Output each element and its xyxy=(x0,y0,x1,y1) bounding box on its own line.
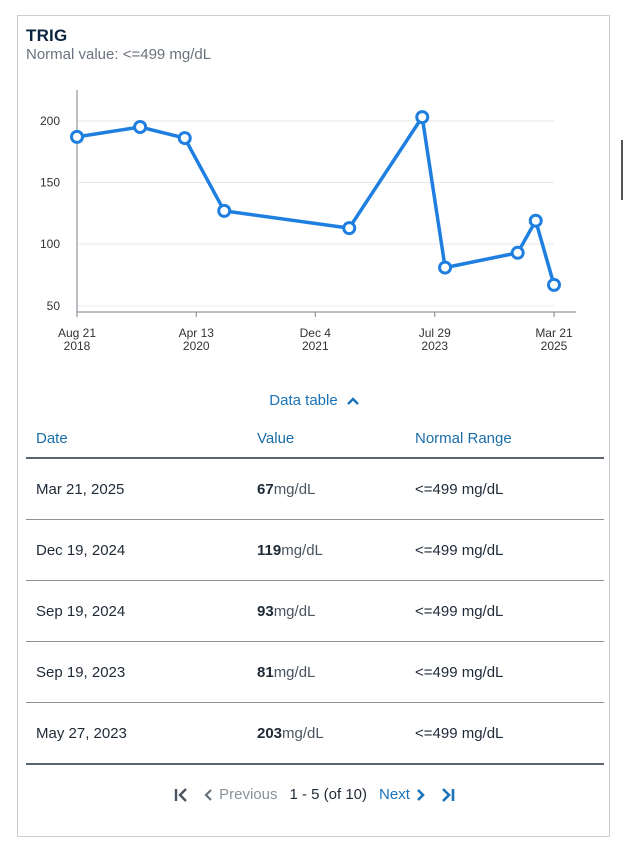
data-point xyxy=(342,221,357,236)
last-page-icon xyxy=(441,787,455,802)
row-date: Mar 21, 2025 xyxy=(26,458,247,520)
table-row: May 27, 2023 203mg/dL <=499 mg/dL xyxy=(26,702,604,765)
y-tick-label: 50 xyxy=(47,299,61,313)
value-unit: mg/dL xyxy=(282,724,324,742)
header-value: Value xyxy=(247,419,405,459)
row-value: 119mg/dL xyxy=(247,519,405,581)
data-table-toggle[interactable]: Data table xyxy=(18,392,611,410)
header-normal-range: Normal Range xyxy=(405,419,604,459)
data-point xyxy=(133,120,148,134)
value-unit: mg/dL xyxy=(273,663,316,681)
page-edge-divider xyxy=(621,140,623,200)
page-info: 1 - 5 (of 10) xyxy=(289,786,368,803)
chart-grid xyxy=(77,120,554,307)
header-date: Date xyxy=(26,419,247,459)
pagination: Previous 1 - 5 (of 10) Next xyxy=(18,786,611,803)
table-row: Dec 19, 2024 119mg/dL <=499 mg/dL xyxy=(26,519,604,581)
x-tick-year: 2021 xyxy=(302,339,329,353)
first-page-button[interactable] xyxy=(173,787,189,803)
row-date: Dec 19, 2024 xyxy=(26,519,247,581)
row-range: <=499 mg/dL xyxy=(405,519,604,581)
row-date: Sep 19, 2023 xyxy=(26,641,247,703)
first-page-icon xyxy=(174,787,187,802)
table-row: Sep 19, 2023 81mg/dL <=499 mg/dL xyxy=(26,641,604,703)
value-number: 67 xyxy=(257,480,274,498)
row-value: 81mg/dL xyxy=(247,641,405,703)
data-point xyxy=(547,277,561,292)
value-unit: mg/dL xyxy=(281,541,323,559)
x-tick-label: Mar 21 xyxy=(535,326,573,340)
row-range: <=499 mg/dL xyxy=(405,458,604,520)
row-range: <=499 mg/dL xyxy=(405,641,604,703)
data-point xyxy=(415,110,430,125)
row-range: <=499 mg/dL xyxy=(405,702,604,765)
table-row: Mar 21, 2025 67mg/dL <=499 mg/dL xyxy=(26,458,604,520)
chevron-left-icon xyxy=(204,788,212,801)
value-number: 203 xyxy=(257,724,283,742)
value-number: 93 xyxy=(257,602,274,620)
y-tick-label: 200 xyxy=(40,114,60,128)
next-label: Next xyxy=(379,786,410,803)
x-tick-year: 2018 xyxy=(64,339,91,353)
table-header-row: Date Value Normal Range xyxy=(26,419,604,459)
value-number: 119 xyxy=(257,541,282,559)
data-point xyxy=(177,131,192,146)
y-axis-ticks: 50 100 150 200 xyxy=(40,114,60,313)
row-range: <=499 mg/dL xyxy=(405,580,604,642)
data-point xyxy=(438,260,453,275)
previous-label: Previous xyxy=(219,786,278,803)
x-tick-year: 2025 xyxy=(541,339,568,353)
data-table-toggle-label: Data table xyxy=(269,392,338,409)
previous-page-button[interactable]: Previous xyxy=(203,786,277,803)
last-page-button[interactable] xyxy=(440,787,456,803)
test-title: TRIG xyxy=(26,26,68,45)
x-tick-year: 2023 xyxy=(421,339,448,353)
y-tick-label: 150 xyxy=(40,176,60,190)
x-tick-label: Jul 29 xyxy=(419,326,451,340)
row-date: May 27, 2023 xyxy=(26,702,247,765)
value-number: 81 xyxy=(257,663,274,681)
row-value: 93mg/dL xyxy=(247,580,405,642)
row-value: 67mg/dL xyxy=(247,458,405,520)
table-row: Sep 19, 2024 93mg/dL <=499 mg/dL xyxy=(26,580,604,642)
chevron-right-icon xyxy=(416,788,425,801)
lab-result-card: TRIG Normal value: <=499 mg/dL 50 100 150 2… xyxy=(17,15,610,837)
x-tick-year: 2020 xyxy=(183,339,210,353)
normal-value-label: Normal value: <=499 mg/dL xyxy=(26,46,212,63)
value-unit: mg/dL xyxy=(273,480,316,498)
series-points xyxy=(70,110,561,292)
data-point xyxy=(217,203,232,218)
x-tick-label: Dec 4 xyxy=(300,326,332,340)
data-point xyxy=(70,129,84,144)
next-page-button[interactable]: Next xyxy=(379,786,426,803)
data-point xyxy=(528,213,543,228)
row-date: Sep 19, 2024 xyxy=(26,580,247,642)
value-unit: mg/dL xyxy=(273,602,316,620)
series-line xyxy=(76,115,556,286)
x-tick-label: Apr 13 xyxy=(179,326,215,340)
row-value: 203mg/dL xyxy=(247,702,405,765)
chevron-up-icon xyxy=(346,393,360,410)
data-table: Date Value Normal Range Mar 21, 2025 67m… xyxy=(26,419,604,765)
y-tick-label: 100 xyxy=(40,237,60,251)
data-point xyxy=(510,245,525,260)
x-tick-label: Aug 21 xyxy=(58,326,96,340)
